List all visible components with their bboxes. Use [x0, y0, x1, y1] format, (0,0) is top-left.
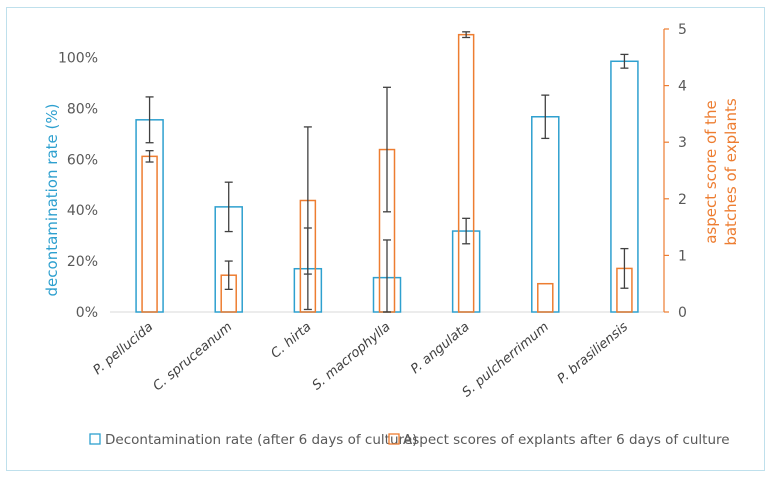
y-tick-left-label: 60% [67, 152, 98, 168]
x-tick-label: S. pulcherrimum [460, 320, 552, 401]
bar-aspect [537, 282, 554, 313]
bar-aspect [141, 155, 158, 313]
y-axis-left-label: decontamination rate (%) [43, 104, 61, 297]
y-tick-right-label: 5 [678, 22, 687, 38]
x-tick-label: P. pellucida [91, 320, 157, 378]
legend: Decontamination rate (after 6 days of cu… [89, 432, 730, 448]
legend-swatch-decontamination [89, 433, 101, 445]
y-tick-right-label: 3 [678, 135, 687, 151]
y-tick-left-label: 20% [67, 254, 98, 270]
x-tick-label: C. spruceanum [150, 320, 235, 395]
legend-label-aspect: Aspect scores of explants after 6 days o… [403, 432, 730, 448]
y-axis-right-label-line2: batches of explants [722, 98, 740, 245]
y-tick-right-label: 1 [678, 248, 687, 264]
bar-decontamination [135, 119, 164, 313]
y-tick-right-label: 2 [678, 192, 687, 208]
y-tick-right-label: 0 [678, 305, 687, 321]
bar-decontamination [531, 116, 560, 313]
y-axis-right-label-line1: aspect score of the [702, 100, 720, 244]
chart-frame [6, 7, 765, 471]
legend-label-decontamination: Decontamination rate (after 6 days of cu… [105, 432, 417, 448]
y-tick-left-label: 0% [76, 305, 98, 321]
y-tick-left-label: 40% [67, 203, 98, 219]
x-tick-label: P. brasiliensis [555, 319, 631, 386]
legend-swatch-aspect [388, 433, 400, 445]
y-tick-right-label: 4 [678, 79, 687, 95]
x-tick-label: S. macrophylla [310, 320, 394, 394]
y-tick-left-label: 80% [67, 101, 98, 117]
y-tick-left-label: 100% [58, 50, 98, 66]
x-tick-label: P. angulata [408, 320, 473, 378]
bar-aspect [457, 33, 475, 313]
x-tick-label: C. hirta [268, 320, 314, 362]
